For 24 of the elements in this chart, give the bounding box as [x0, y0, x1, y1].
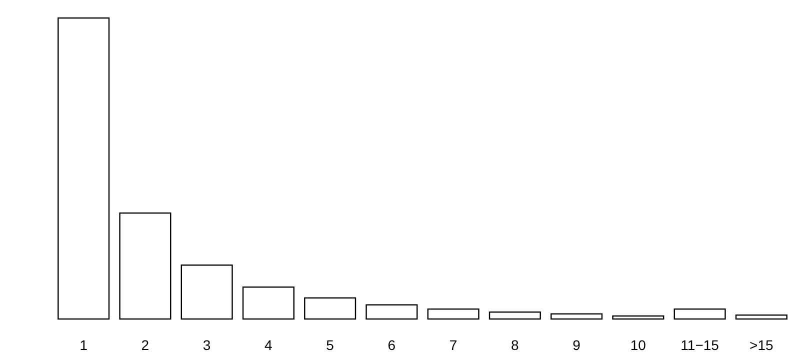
bar: [735, 314, 788, 320]
x-tick-label: 5: [326, 336, 334, 353]
bar: [366, 304, 418, 320]
x-tick-label: 11−15: [680, 336, 720, 353]
bar: [612, 315, 664, 320]
bar: [427, 308, 480, 320]
x-tick-label: 7: [449, 336, 458, 353]
x-tick-label: 10: [630, 336, 646, 353]
x-tick-label: 6: [388, 336, 396, 353]
x-tick-label: >15: [750, 336, 774, 353]
bar: [242, 286, 294, 320]
x-tick-label: 8: [511, 336, 520, 353]
x-tick-label: 9: [572, 336, 581, 353]
bar: [488, 311, 541, 320]
bar: [119, 212, 172, 320]
x-tick-label: 4: [264, 336, 273, 353]
bar: [304, 297, 356, 320]
bar: [58, 17, 110, 320]
x-tick-label: 3: [202, 336, 211, 353]
x-tick-label: 2: [141, 336, 150, 353]
bar: [550, 313, 603, 320]
bar: [674, 308, 726, 320]
bar: [180, 264, 233, 320]
x-tick-label: 1: [80, 336, 88, 353]
